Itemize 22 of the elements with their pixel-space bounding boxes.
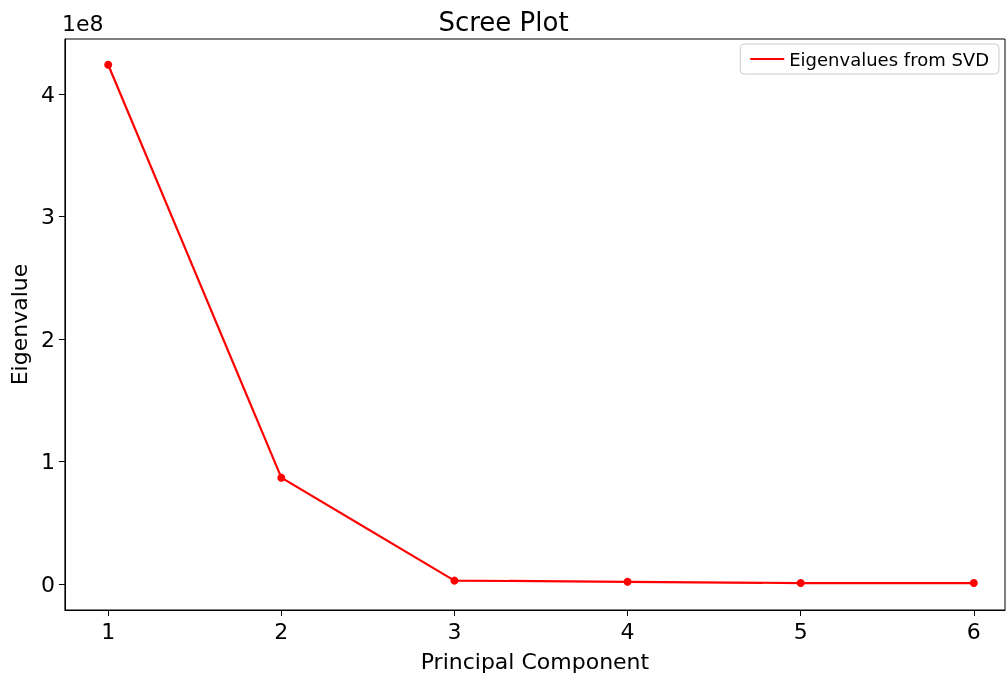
x-axis-title: Principal Component <box>420 648 650 674</box>
point <box>623 577 632 586</box>
x-tick-label: 4 <box>620 618 635 644</box>
y-axis-title: Eigenvalue <box>6 263 32 386</box>
y-tick-label: 2 <box>40 326 55 352</box>
point <box>277 473 286 482</box>
x-tick-label: 1 <box>101 618 116 644</box>
y-tick-label: 4 <box>40 81 55 107</box>
point <box>969 579 978 588</box>
legend-label: Eigenvalues from SVD <box>789 48 990 70</box>
point <box>104 60 113 69</box>
text: 1e8 <box>62 10 104 36</box>
x-tick-label: 2 <box>274 618 289 644</box>
x-tick-label: 3 <box>447 618 462 644</box>
x-tick-label: 5 <box>793 618 808 644</box>
point <box>796 579 805 588</box>
y-tick-label: 0 <box>40 571 55 597</box>
point <box>450 576 459 585</box>
y-tick-label: 3 <box>40 204 55 230</box>
chart-title: Scree Plot <box>438 7 569 37</box>
x-tick-label: 6 <box>966 618 981 644</box>
y-tick-label: 1 <box>40 449 55 475</box>
